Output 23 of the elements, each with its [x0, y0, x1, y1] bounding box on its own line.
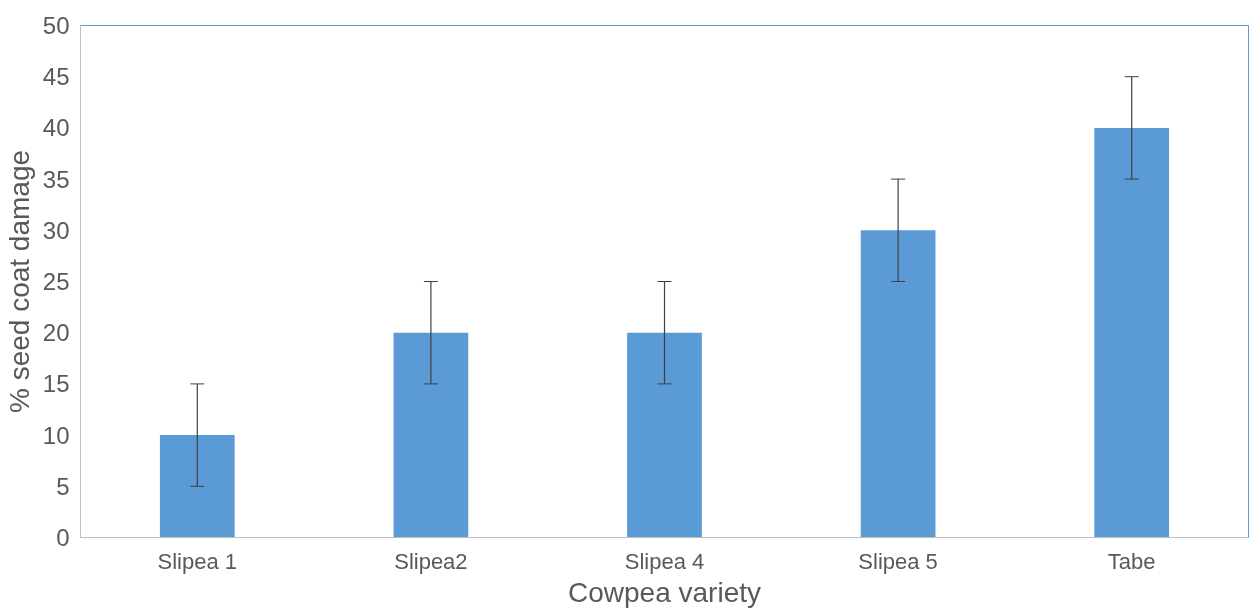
y-tick-label: 50	[42, 12, 70, 39]
y-tick-label: 5	[56, 472, 70, 500]
y-tick-label: 35	[42, 165, 70, 193]
bar	[159, 435, 235, 538]
y-tick-label: 30	[42, 216, 70, 244]
y-axis-title: % seed coat damage	[3, 149, 35, 414]
y-tick-label: 10	[42, 421, 70, 449]
y-tick-label: 0	[56, 524, 70, 551]
y-tick-label: 15	[42, 370, 70, 398]
x-tick-label: Tabe	[1107, 548, 1156, 574]
x-tick-label: Slipea2	[394, 548, 468, 574]
bar	[860, 230, 936, 538]
y-tick-label: 20	[42, 319, 70, 347]
bar	[393, 332, 469, 538]
bar	[1094, 127, 1170, 538]
bar	[627, 332, 702, 538]
x-axis-title: Cowpea variety	[568, 576, 761, 608]
y-tick-label: 45	[42, 63, 70, 91]
y-tick-label: 25	[42, 268, 70, 295]
x-tick-label: Slipea 1	[157, 548, 238, 574]
x-tick-label: Slipea 5	[858, 548, 938, 574]
y-tick-label: 40	[42, 114, 70, 142]
x-tick-label: Slipea 4	[624, 548, 705, 574]
